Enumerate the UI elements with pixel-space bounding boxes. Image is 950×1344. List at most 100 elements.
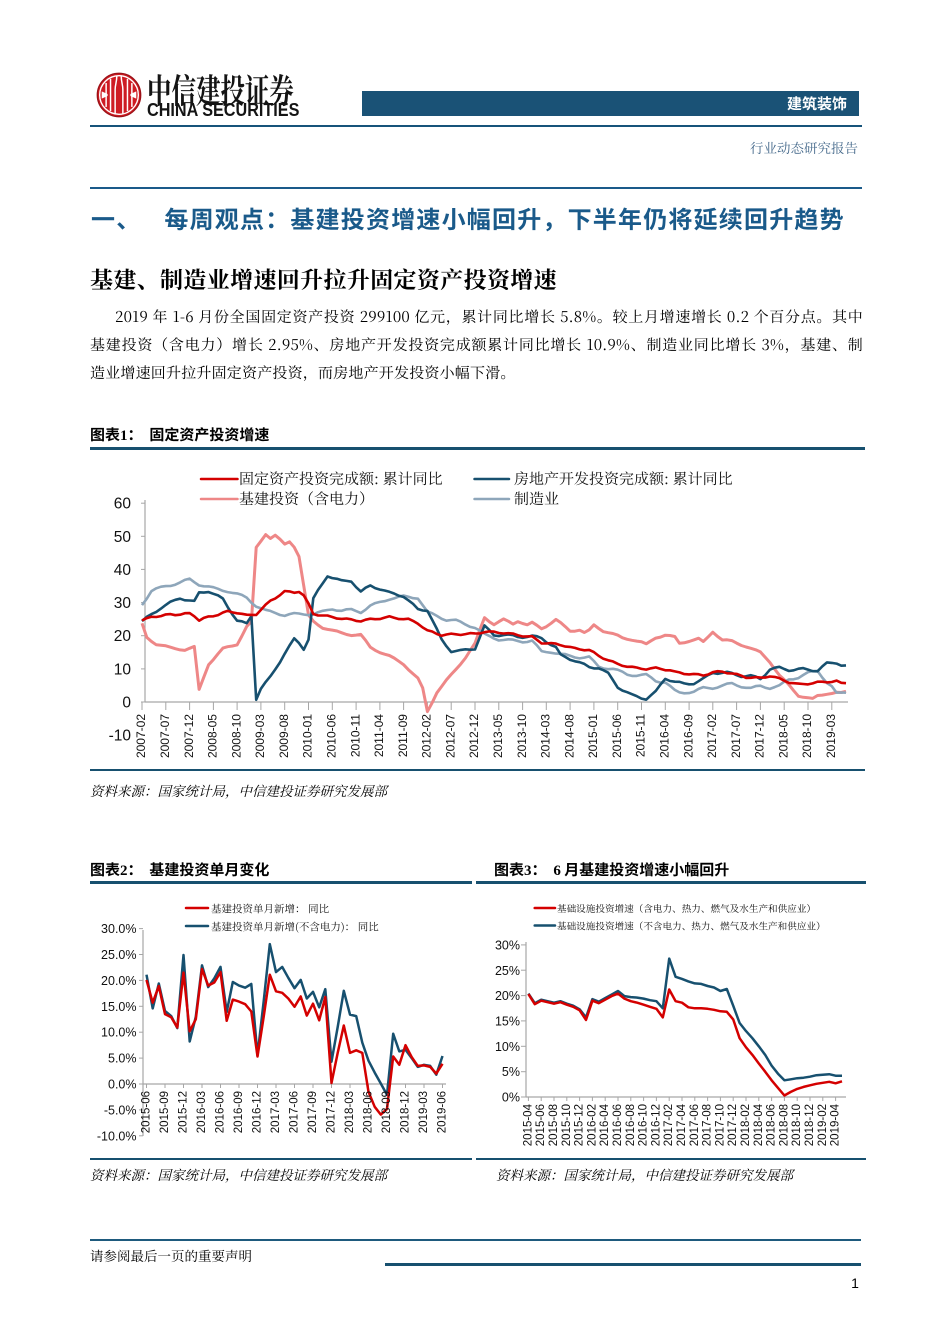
svg-text:15.0%: 15.0% (101, 1000, 136, 1014)
svg-text:2017-07: 2017-07 (729, 714, 743, 758)
svg-text:20: 20 (114, 628, 132, 645)
svg-text:基础设施投资增速（含电力、热力、燃气及水生产和供应业）: 基础设施投资增速（含电力、热力、燃气及水生产和供应业） (557, 901, 816, 915)
svg-text:2019-04: 2019-04 (830, 1103, 842, 1146)
svg-text:2015-12: 2015-12 (574, 1104, 586, 1146)
svg-text:2019-03: 2019-03 (824, 714, 838, 758)
svg-text:0.0%: 0.0% (108, 1078, 137, 1092)
svg-text:25.0%: 25.0% (101, 948, 136, 962)
svg-text:2012-02: 2012-02 (420, 714, 434, 758)
svg-text:2018-09: 2018-09 (381, 1091, 393, 1133)
svg-text:2008-05: 2008-05 (206, 714, 220, 758)
svg-text:2009-08: 2009-08 (277, 714, 291, 758)
svg-text:2017-06: 2017-06 (689, 1104, 701, 1146)
svg-text:2015-01: 2015-01 (586, 714, 600, 758)
svg-text:基础设施投资增速（不含电力、热力、燃气及水生产和供应业）: 基础设施投资增速（不含电力、热力、燃气及水生产和供应业） (557, 919, 826, 933)
svg-text:2016-09: 2016-09 (233, 1091, 245, 1133)
svg-text:2010-11: 2010-11 (348, 714, 362, 757)
svg-text:2011-04: 2011-04 (372, 714, 386, 757)
svg-text:2017-02: 2017-02 (705, 714, 719, 758)
svg-text:2013-05: 2013-05 (491, 714, 505, 758)
svg-text:-10: -10 (109, 728, 132, 745)
svg-text:2018-12: 2018-12 (400, 1091, 412, 1133)
svg-text:2018-10: 2018-10 (791, 1104, 803, 1146)
svg-text:2010-01: 2010-01 (301, 714, 315, 758)
svg-text:2018-05: 2018-05 (776, 714, 790, 758)
svg-text:10: 10 (114, 661, 132, 678)
svg-text:15%: 15% (495, 1014, 520, 1028)
svg-text:2017-04: 2017-04 (676, 1103, 688, 1146)
svg-text:2017-12: 2017-12 (753, 714, 767, 758)
svg-text:2017-06: 2017-06 (289, 1091, 301, 1133)
svg-text:60: 60 (114, 496, 132, 513)
svg-text:20.0%: 20.0% (101, 974, 136, 988)
svg-text:2018-02: 2018-02 (740, 1104, 752, 1146)
svg-text:25%: 25% (495, 964, 520, 978)
svg-text:2018-12: 2018-12 (804, 1104, 816, 1146)
svg-text:50: 50 (114, 529, 132, 546)
svg-text:2007-02: 2007-02 (134, 714, 148, 758)
svg-text:2010-06: 2010-06 (324, 714, 338, 758)
svg-text:2018-06: 2018-06 (766, 1104, 778, 1146)
svg-text:制造业: 制造业 (514, 488, 559, 509)
svg-text:2017-08: 2017-08 (702, 1104, 714, 1146)
svg-text:2014-08: 2014-08 (562, 714, 576, 758)
svg-text:2019-06: 2019-06 (437, 1091, 449, 1133)
svg-text:2018-08: 2018-08 (778, 1104, 790, 1146)
svg-text:2018-06: 2018-06 (363, 1091, 375, 1133)
svg-text:0%: 0% (502, 1091, 520, 1105)
svg-text:2018-03: 2018-03 (344, 1091, 356, 1133)
svg-text:2012-07: 2012-07 (443, 714, 457, 758)
svg-text:2015-04: 2015-04 (522, 1103, 534, 1146)
svg-text:2008-10: 2008-10 (229, 714, 243, 758)
svg-text:2017-12: 2017-12 (326, 1091, 338, 1133)
svg-text:5%: 5% (502, 1065, 520, 1079)
svg-text:基建投资单月新增(不含电力)： 同比: 基建投资单月新增(不含电力)： 同比 (211, 920, 379, 935)
svg-text:2016-03: 2016-03 (196, 1091, 208, 1133)
svg-text:5.0%: 5.0% (108, 1052, 137, 1066)
svg-text:2016-04: 2016-04 (657, 714, 671, 758)
svg-text:2016-12: 2016-12 (650, 1104, 662, 1146)
svg-text:10%: 10% (495, 1040, 520, 1054)
svg-text:2019-02: 2019-02 (817, 1104, 829, 1146)
svg-text:2016-09: 2016-09 (681, 714, 695, 758)
svg-text:2009-03: 2009-03 (253, 714, 267, 758)
svg-text:2016-08: 2016-08 (625, 1104, 637, 1146)
svg-text:固定资产投资完成额: 累计同比: 固定资产投资完成额: 累计同比 (239, 468, 443, 489)
svg-text:2016-02: 2016-02 (586, 1104, 598, 1146)
svg-text:30.0%: 30.0% (101, 922, 136, 936)
svg-text:2016-06: 2016-06 (612, 1104, 624, 1146)
svg-text:2015-06: 2015-06 (535, 1104, 547, 1146)
svg-text:2016-12: 2016-12 (252, 1091, 264, 1133)
svg-text:2015-12: 2015-12 (178, 1091, 190, 1133)
svg-text:2007-12: 2007-12 (182, 714, 196, 758)
svg-text:-5.0%: -5.0% (104, 1103, 137, 1117)
svg-text:2015-08: 2015-08 (548, 1104, 560, 1146)
svg-text:40: 40 (114, 562, 132, 579)
svg-text:2007-07: 2007-07 (158, 714, 172, 758)
svg-text:2015-10: 2015-10 (561, 1104, 573, 1146)
svg-text:2016-10: 2016-10 (638, 1104, 650, 1146)
svg-text:30%: 30% (495, 938, 520, 952)
svg-text:2015-06: 2015-06 (610, 714, 624, 758)
svg-text:2013-10: 2013-10 (515, 714, 529, 758)
svg-text:2017-12: 2017-12 (727, 1104, 739, 1146)
svg-text:2017-10: 2017-10 (714, 1104, 726, 1146)
svg-text:房地产开发投资完成额: 累计同比: 房地产开发投资完成额: 累计同比 (514, 468, 733, 489)
svg-text:2019-03: 2019-03 (418, 1091, 430, 1133)
svg-text:2018-10: 2018-10 (800, 714, 814, 758)
svg-text:-10.0%: -10.0% (97, 1129, 137, 1143)
svg-text:10.0%: 10.0% (101, 1026, 136, 1040)
svg-text:2015-11: 2015-11 (634, 714, 648, 757)
svg-text:基建投资（含电力）: 基建投资（含电力） (239, 488, 374, 509)
svg-text:基建投资单月新增： 同比: 基建投资单月新增： 同比 (211, 902, 330, 917)
svg-text:2017-09: 2017-09 (307, 1091, 319, 1133)
svg-text:0: 0 (122, 695, 131, 712)
svg-text:2014-03: 2014-03 (538, 714, 552, 758)
svg-text:2018-04: 2018-04 (753, 1103, 765, 1146)
svg-text:2017-02: 2017-02 (663, 1104, 675, 1146)
svg-text:20%: 20% (495, 989, 520, 1003)
svg-text:2016-06: 2016-06 (215, 1091, 227, 1133)
svg-text:30: 30 (114, 595, 132, 612)
svg-text:2015-06: 2015-06 (141, 1091, 153, 1133)
svg-text:2012-12: 2012-12 (467, 714, 481, 758)
